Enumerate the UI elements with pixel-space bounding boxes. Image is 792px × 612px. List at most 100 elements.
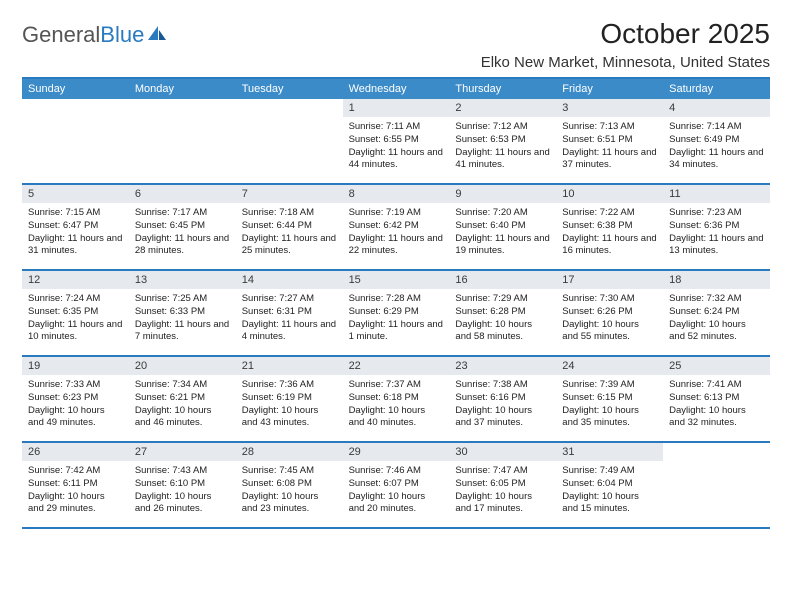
day-cell: 9Sunrise: 7:20 AMSunset: 6:40 PMDaylight… (449, 185, 556, 269)
day-cell (22, 99, 129, 183)
logo: GeneralBlue (22, 18, 168, 48)
sunset-text: Sunset: 6:35 PM (28, 306, 123, 319)
daylight-text: Daylight: 11 hours and 31 minutes. (28, 233, 123, 259)
sunset-text: Sunset: 6:53 PM (455, 134, 550, 147)
day-cell: 28Sunrise: 7:45 AMSunset: 6:08 PMDayligh… (236, 443, 343, 527)
day-cell (236, 99, 343, 183)
week-row: 5Sunrise: 7:15 AMSunset: 6:47 PMDaylight… (22, 185, 770, 271)
sunrise-text: Sunrise: 7:20 AM (455, 207, 550, 220)
day-number: 2 (449, 99, 556, 117)
sunrise-text: Sunrise: 7:23 AM (669, 207, 764, 220)
day-number: 6 (129, 185, 236, 203)
day-number: 23 (449, 357, 556, 375)
day-number (663, 443, 770, 449)
sunset-text: Sunset: 6:15 PM (562, 392, 657, 405)
day-header: Sunday (22, 79, 129, 99)
day-cell: 6 Sunrise: 7:17 AMSunset: 6:45 PMDaylight… (129, 185, 236, 269)
day-cell: 30Sunrise: 7:47 AMSunset: 6:05 PMDayligh… (449, 443, 556, 527)
weeks-container: 1Sunrise: 7:11 AMSunset: 6:55 PMDaylight… (22, 99, 770, 529)
sunset-text: Sunset: 6:45 PM (135, 220, 230, 233)
day-header: Thursday (449, 79, 556, 99)
day-cell: 4Sunrise: 7:14 AMSunset: 6:49 PMDaylight… (663, 99, 770, 183)
sunrise-text: Sunrise: 7:34 AM (135, 379, 230, 392)
daylight-text: Daylight: 11 hours and 4 minutes. (242, 319, 337, 345)
sunset-text: Sunset: 6:31 PM (242, 306, 337, 319)
daylight-text: Daylight: 10 hours and 23 minutes. (242, 491, 337, 517)
day-number: 13 (129, 271, 236, 289)
day-cell: 24Sunrise: 7:39 AMSunset: 6:15 PMDayligh… (556, 357, 663, 441)
day-number: 12 (22, 271, 129, 289)
sunset-text: Sunset: 6:04 PM (562, 478, 657, 491)
day-info: Sunrise: 7:18 AMSunset: 6:44 PMDaylight:… (236, 203, 343, 264)
sunrise-text: Sunrise: 7:14 AM (669, 121, 764, 134)
daylight-text: Daylight: 11 hours and 34 minutes. (669, 147, 764, 173)
title-block: October 2025 Elko New Market, Minnesota,… (481, 18, 770, 71)
sunset-text: Sunset: 6:36 PM (669, 220, 764, 233)
week-row: 26Sunrise: 7:42 AMSunset: 6:11 PMDayligh… (22, 443, 770, 529)
day-cell: 22Sunrise: 7:37 AMSunset: 6:18 PMDayligh… (343, 357, 450, 441)
sunrise-text: Sunrise: 7:28 AM (349, 293, 444, 306)
sunset-text: Sunset: 6:11 PM (28, 478, 123, 491)
day-header: Tuesday (236, 79, 343, 99)
day-info: Sunrise: 7:45 AMSunset: 6:08 PMDaylight:… (236, 461, 343, 522)
day-number: 20 (129, 357, 236, 375)
day-info: Sunrise: 7:13 AMSunset: 6:51 PMDaylight:… (556, 117, 663, 178)
day-info: Sunrise: 7:34 AMSunset: 6:21 PMDaylight:… (129, 375, 236, 436)
sunset-text: Sunset: 6:42 PM (349, 220, 444, 233)
daylight-text: Daylight: 11 hours and 37 minutes. (562, 147, 657, 173)
day-info: Sunrise: 7:28 AMSunset: 6:29 PMDaylight:… (343, 289, 450, 350)
day-cell: 2Sunrise: 7:12 AMSunset: 6:53 PMDaylight… (449, 99, 556, 183)
day-number: 9 (449, 185, 556, 203)
day-number: 19 (22, 357, 129, 375)
sunrise-text: Sunrise: 7:41 AM (669, 379, 764, 392)
daylight-text: Daylight: 11 hours and 7 minutes. (135, 319, 230, 345)
sunrise-text: Sunrise: 7:18 AM (242, 207, 337, 220)
daylight-text: Daylight: 10 hours and 40 minutes. (349, 405, 444, 431)
day-cell: 1Sunrise: 7:11 AMSunset: 6:55 PMDaylight… (343, 99, 450, 183)
sunset-text: Sunset: 6:19 PM (242, 392, 337, 405)
day-info: Sunrise: 7:39 AMSunset: 6:15 PMDaylight:… (556, 375, 663, 436)
daylight-text: Daylight: 11 hours and 1 minute. (349, 319, 444, 345)
day-cell: 31Sunrise: 7:49 AMSunset: 6:04 PMDayligh… (556, 443, 663, 527)
day-info: Sunrise: 7:36 AMSunset: 6:19 PMDaylight:… (236, 375, 343, 436)
daylight-text: Daylight: 10 hours and 49 minutes. (28, 405, 123, 431)
sunrise-text: Sunrise: 7:36 AM (242, 379, 337, 392)
day-number: 1 (343, 99, 450, 117)
daylight-text: Daylight: 11 hours and 16 minutes. (562, 233, 657, 259)
day-cell (129, 99, 236, 183)
day-number: 14 (236, 271, 343, 289)
sunrise-text: Sunrise: 7:43 AM (135, 465, 230, 478)
day-cell: 12Sunrise: 7:24 AMSunset: 6:35 PMDayligh… (22, 271, 129, 355)
sunset-text: Sunset: 6:21 PM (135, 392, 230, 405)
day-cell: 14Sunrise: 7:27 AMSunset: 6:31 PMDayligh… (236, 271, 343, 355)
day-info: Sunrise: 7:43 AMSunset: 6:10 PMDaylight:… (129, 461, 236, 522)
daylight-text: Daylight: 10 hours and 32 minutes. (669, 405, 764, 431)
sunrise-text: Sunrise: 7:17 AM (135, 207, 230, 220)
daylight-text: Daylight: 11 hours and 22 minutes. (349, 233, 444, 259)
sunset-text: Sunset: 6:07 PM (349, 478, 444, 491)
day-number: 16 (449, 271, 556, 289)
day-number: 3 (556, 99, 663, 117)
day-number: 24 (556, 357, 663, 375)
day-info: Sunrise: 7:24 AMSunset: 6:35 PMDaylight:… (22, 289, 129, 350)
day-header: Friday (556, 79, 663, 99)
sunrise-text: Sunrise: 7:13 AM (562, 121, 657, 134)
day-cell: 19Sunrise: 7:33 AMSunset: 6:23 PMDayligh… (22, 357, 129, 441)
day-info: Sunrise: 7:41 AMSunset: 6:13 PMDaylight:… (663, 375, 770, 436)
sunrise-text: Sunrise: 7:30 AM (562, 293, 657, 306)
daylight-text: Daylight: 10 hours and 29 minutes. (28, 491, 123, 517)
week-row: 1Sunrise: 7:11 AMSunset: 6:55 PMDaylight… (22, 99, 770, 185)
day-number: 21 (236, 357, 343, 375)
day-cell: 26Sunrise: 7:42 AMSunset: 6:11 PMDayligh… (22, 443, 129, 527)
day-info: Sunrise: 7:33 AMSunset: 6:23 PMDaylight:… (22, 375, 129, 436)
daylight-text: Daylight: 10 hours and 43 minutes. (242, 405, 337, 431)
sunrise-text: Sunrise: 7:37 AM (349, 379, 444, 392)
day-info: Sunrise: 7:49 AMSunset: 6:04 PMDaylight:… (556, 461, 663, 522)
day-number: 8 (343, 185, 450, 203)
sunrise-text: Sunrise: 7:19 AM (349, 207, 444, 220)
daylight-text: Daylight: 11 hours and 28 minutes. (135, 233, 230, 259)
day-cell: 27Sunrise: 7:43 AMSunset: 6:10 PMDayligh… (129, 443, 236, 527)
day-info: Sunrise: 7:42 AMSunset: 6:11 PMDaylight:… (22, 461, 129, 522)
day-header-row: Sunday Monday Tuesday Wednesday Thursday… (22, 79, 770, 99)
day-number: 25 (663, 357, 770, 375)
